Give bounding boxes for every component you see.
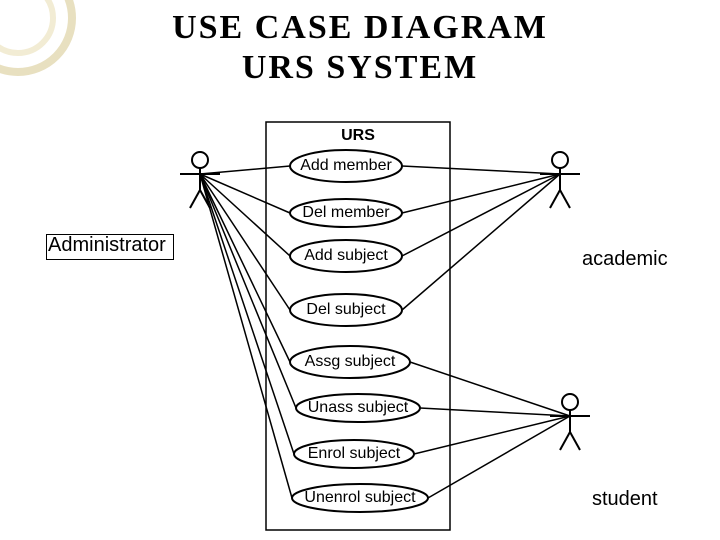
usecase-label-add_member: Add member bbox=[300, 157, 392, 174]
usecase-label-assg_subject: Assg subject bbox=[305, 353, 396, 370]
usecase-label-del_subject: Del subject bbox=[306, 301, 386, 318]
connector-student-assg_subject bbox=[410, 362, 570, 416]
actor-academic bbox=[540, 152, 580, 208]
connector-student-enrol_subject bbox=[414, 416, 570, 454]
usecase-label-enrol_subject: Enrol subject bbox=[308, 445, 401, 462]
actor-student bbox=[550, 394, 590, 450]
connector-academic-add_member bbox=[402, 166, 560, 174]
usecase-label-del_member: Del member bbox=[302, 204, 390, 221]
connector-academic-del_subject bbox=[402, 174, 560, 310]
student-label: student bbox=[592, 488, 658, 511]
connector-student-unass_subject bbox=[420, 408, 570, 416]
connector-academic-add_subject bbox=[402, 174, 560, 256]
academic-label: academic bbox=[582, 248, 668, 271]
usecase-label-unass_subject: Unass subject bbox=[308, 399, 409, 416]
usecase-label-unenrol_subject: Unenrol subject bbox=[304, 489, 416, 506]
connector-administrator-del_subject bbox=[200, 174, 290, 310]
system-label: URS bbox=[341, 127, 375, 144]
usecase-label-add_subject: Add subject bbox=[304, 247, 388, 264]
usecases-layer: Add member Del member Add subject Del subje… bbox=[290, 150, 428, 512]
connector-administrator-add_member bbox=[200, 166, 290, 174]
administrator-label: Administrator bbox=[48, 234, 166, 257]
